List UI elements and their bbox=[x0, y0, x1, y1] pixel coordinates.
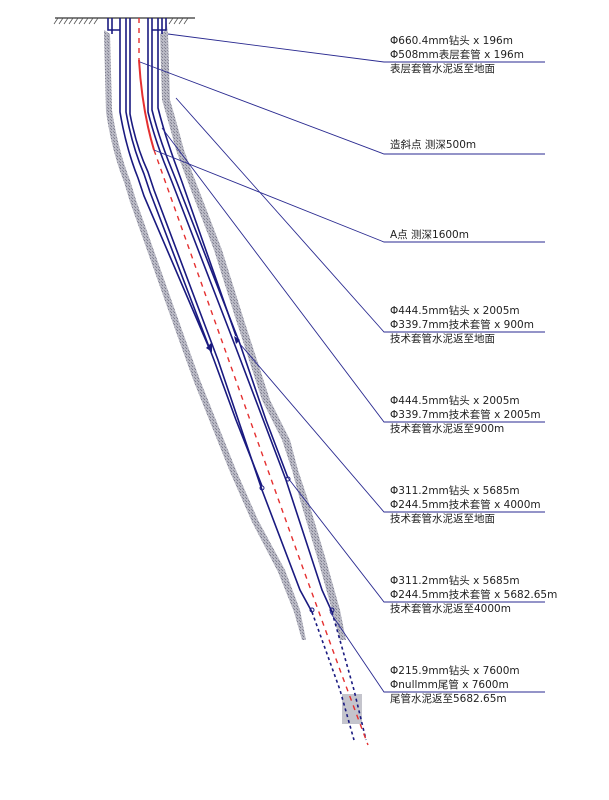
tech-casing-2-right bbox=[151, 18, 289, 479]
tech-casing-3-left bbox=[129, 18, 313, 613]
shoe-marker-3r bbox=[285, 476, 291, 482]
ground-hatch-mark bbox=[93, 17, 99, 25]
shoe-marker-3l bbox=[259, 485, 265, 491]
label-surface: Φ660.4mm钻头 x 196m Φ508mm表层套管 x 196m 表层套管… bbox=[390, 34, 527, 75]
leader-tech3 bbox=[239, 343, 545, 513]
leader-point-a bbox=[153, 149, 545, 243]
ground-hatch-mark bbox=[173, 17, 179, 25]
ground-hatch-mark bbox=[53, 17, 59, 25]
ground-hatch-mark bbox=[78, 17, 84, 25]
label-tech3: Φ311.2mm钻头 x 5685m Φ244.5mm技术套管 x 4000m … bbox=[390, 484, 544, 525]
ground-hatch-mark bbox=[183, 17, 189, 25]
leader-tech1 bbox=[175, 97, 545, 333]
shoe-marker-right bbox=[234, 336, 240, 344]
leader-tech4 bbox=[287, 477, 545, 603]
shoe-marker-left bbox=[206, 342, 212, 352]
ground-hatch-mark bbox=[68, 17, 74, 25]
ground-hatch-mark bbox=[63, 17, 69, 25]
ground-hatch-mark bbox=[168, 17, 174, 25]
ground-hatch-mark bbox=[73, 17, 79, 25]
shoe-marker-4l bbox=[309, 607, 315, 613]
label-tech1: Φ444.5mm钻头 x 2005m Φ339.7mm技术套管 x 900m 技… bbox=[390, 304, 537, 345]
leader-tech2 bbox=[161, 127, 545, 423]
casing-shoes bbox=[206, 336, 335, 613]
well-centerline bbox=[138, 18, 369, 746]
tech-casing-1-right bbox=[157, 18, 237, 337]
tech-casing-2-left bbox=[125, 18, 263, 487]
leader-surface bbox=[167, 33, 545, 63]
label-point-a: A点 测深1600m bbox=[390, 228, 469, 241]
leader-liner bbox=[329, 611, 545, 693]
leader-lines bbox=[139, 33, 545, 693]
casing-strings bbox=[107, 18, 367, 741]
ground-hatch-mark bbox=[88, 17, 94, 25]
ground-hatch-mark bbox=[178, 17, 184, 25]
tech-casing-3-right bbox=[147, 18, 333, 613]
leader-kickoff bbox=[139, 61, 545, 155]
ground-hatch-mark bbox=[83, 17, 89, 25]
label-tech2: Φ444.5mm钻头 x 2005m Φ339.7mm技术套管 x 2005m … bbox=[390, 394, 544, 435]
ground-surface bbox=[53, 17, 195, 25]
shoe-marker-4r bbox=[329, 607, 335, 613]
annotation-labels: Φ660.4mm钻头 x 196m Φ508mm表层套管 x 196m 表层套管… bbox=[390, 34, 561, 705]
label-kickoff: 造斜点 测深500m bbox=[390, 138, 476, 151]
tech-casing-1-left bbox=[119, 18, 211, 351]
label-tech4: Φ311.2mm钻头 x 5685m Φ244.5mm技术套管 x 5682.6… bbox=[390, 574, 561, 615]
ground-hatch-mark bbox=[58, 17, 64, 25]
label-liner: Φ215.9mm钻头 x 7600m Φnullmm尾管 x 7600m 尾管水… bbox=[390, 664, 523, 705]
liner-right bbox=[331, 611, 367, 741]
